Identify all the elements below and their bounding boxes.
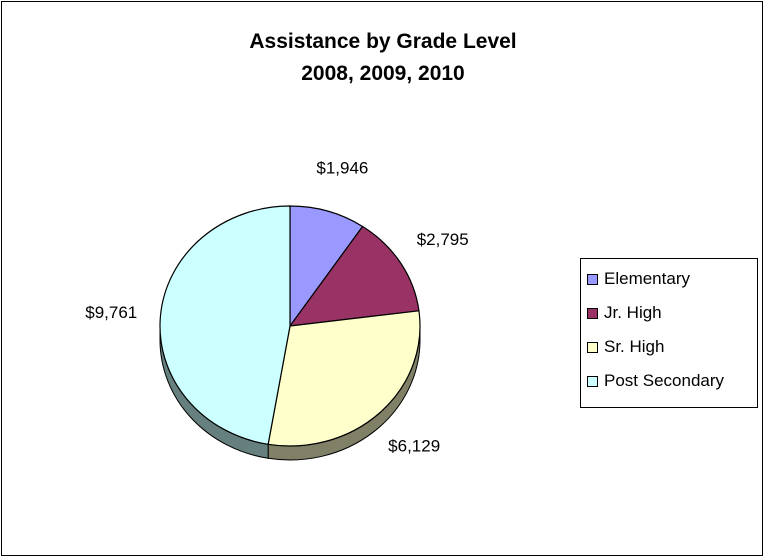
legend-label: Jr. High bbox=[604, 303, 662, 322]
legend-label: Elementary bbox=[604, 269, 690, 288]
legend-swatch bbox=[587, 341, 598, 353]
pie-slice-jr-high bbox=[288, 225, 420, 327]
legend-swatch bbox=[587, 307, 598, 319]
legend-item: Elementary bbox=[587, 266, 690, 292]
legend-label: Sr. High bbox=[604, 337, 665, 356]
pie-slice-sr-high bbox=[267, 310, 421, 447]
chart-subtitle: 2008, 2009, 2010 bbox=[301, 62, 465, 85]
chart-title: Assistance by Grade Level bbox=[249, 30, 517, 53]
pie-slice-post-secondary bbox=[159, 205, 291, 445]
data-label: $6,129 bbox=[388, 437, 440, 456]
legend-swatch bbox=[587, 375, 598, 387]
legend: Elementary Jr. High Sr. High Post Secondary bbox=[580, 258, 758, 408]
legend-label: Post Secondary bbox=[604, 371, 725, 390]
data-label: $2,795 bbox=[417, 230, 469, 249]
data-label: $1,946 bbox=[316, 159, 368, 178]
pie-slice-elementary bbox=[289, 205, 364, 328]
data-label: $9,761 bbox=[85, 303, 137, 322]
legend-item: Sr. High bbox=[587, 334, 664, 360]
legend-item: Post Secondary bbox=[587, 368, 724, 394]
legend-swatch bbox=[587, 273, 598, 285]
legend-item: Jr. High bbox=[587, 300, 662, 326]
